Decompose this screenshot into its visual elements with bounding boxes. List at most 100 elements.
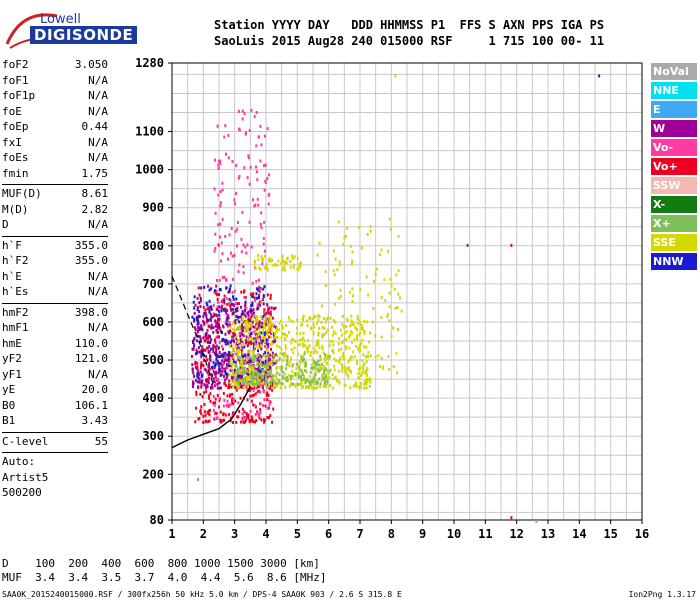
- echo-point: [266, 416, 269, 420]
- y-tick-label: 800: [142, 239, 164, 253]
- echo-point: [275, 371, 278, 375]
- echo-point: [258, 320, 261, 324]
- echo-point: [251, 419, 254, 423]
- echo-point: [304, 362, 307, 366]
- echo-point: [253, 382, 256, 386]
- echo-point: [264, 313, 267, 317]
- echo-point: [281, 332, 284, 336]
- echo-point: [332, 348, 335, 352]
- y-tick-label: 300: [142, 429, 164, 443]
- echo-point: [326, 382, 329, 386]
- echo-point: [270, 306, 273, 310]
- echo-point: [329, 316, 332, 320]
- echo-point: [268, 399, 271, 403]
- echo-point: [266, 349, 269, 353]
- echo-point: [510, 516, 513, 520]
- echo-point: [238, 315, 241, 319]
- echo-point: [349, 358, 352, 362]
- echo-point: [216, 353, 219, 357]
- echo-point: [268, 173, 271, 177]
- echo-point: [269, 324, 272, 328]
- echo-point: [235, 192, 238, 196]
- echo-point: [268, 403, 271, 407]
- echo-point: [250, 294, 253, 298]
- echo-point: [233, 336, 236, 340]
- echo-point: [228, 233, 231, 237]
- echo-point: [260, 358, 263, 362]
- x-tick-label: 10: [447, 527, 461, 541]
- echo-point: [223, 382, 226, 386]
- echo-point: [344, 345, 347, 349]
- echo-point: [239, 338, 242, 342]
- echo-point: [234, 307, 237, 311]
- echo-point: [223, 275, 226, 279]
- echo-point: [331, 373, 334, 377]
- y-tick-label: 500: [142, 353, 164, 367]
- echo-point: [202, 321, 205, 325]
- echo-point: [251, 364, 254, 368]
- echo-point: [260, 355, 263, 359]
- echo-point: [254, 267, 257, 271]
- echo-point: [236, 306, 239, 310]
- echo-point: [266, 356, 269, 360]
- echo-point: [249, 372, 252, 376]
- echo-point: [224, 384, 227, 388]
- echo-point: [253, 325, 256, 329]
- echo-point: [204, 332, 207, 336]
- echo-point: [282, 265, 285, 269]
- echo-point: [339, 356, 342, 360]
- echo-point: [235, 386, 238, 390]
- echo-point: [262, 372, 265, 376]
- echo-point: [300, 375, 303, 379]
- echo-point: [248, 182, 251, 186]
- echo-point: [210, 287, 213, 291]
- echo-point: [260, 331, 263, 335]
- echo-point: [207, 379, 210, 383]
- echo-point: [208, 396, 211, 400]
- echo-point: [202, 420, 205, 424]
- legend-item: W: [651, 120, 697, 137]
- echo-point: [340, 347, 343, 351]
- echo-point: [270, 373, 273, 377]
- echo-point: [259, 222, 262, 226]
- param-key: M(D): [2, 202, 29, 216]
- echo-point: [244, 302, 247, 306]
- echo-point: [323, 376, 326, 380]
- echo-point: [218, 317, 221, 321]
- echo-point: [280, 319, 283, 323]
- echo-point: [336, 268, 339, 272]
- echo-point: [244, 418, 247, 422]
- echo-point: [219, 362, 222, 366]
- echo-point: [235, 344, 238, 348]
- echo-point: [216, 307, 219, 311]
- echo-point: [390, 284, 393, 288]
- param-row: h`F2 355.0: [2, 254, 108, 270]
- echo-point: [264, 359, 267, 363]
- echo-point: [369, 229, 372, 233]
- echo-point: [231, 322, 234, 326]
- echo-point: [200, 405, 203, 409]
- electron-density-profile-line: [171, 386, 251, 449]
- echo-point: [263, 308, 266, 312]
- echo-point: [269, 369, 272, 373]
- echo-point: [363, 382, 366, 386]
- echo-point: [270, 378, 273, 382]
- echo-point: [234, 202, 237, 206]
- echo-point: [304, 350, 307, 354]
- echo-point: [367, 354, 370, 358]
- echo-point: [261, 361, 264, 365]
- echo-point: [256, 372, 259, 376]
- echo-point: [347, 375, 350, 379]
- echo-point: [246, 326, 249, 330]
- echo-point: [229, 368, 232, 372]
- echo-point: [219, 162, 222, 166]
- dashed-profile-line: [171, 276, 214, 384]
- echo-point: [332, 333, 335, 337]
- echo-point: [231, 277, 234, 281]
- echo-point: [372, 307, 375, 311]
- echo-point: [199, 299, 202, 303]
- echo-point: [300, 377, 303, 381]
- echo-point: [231, 420, 234, 424]
- echo-point: [224, 367, 227, 371]
- param-value: 20.0: [81, 383, 109, 396]
